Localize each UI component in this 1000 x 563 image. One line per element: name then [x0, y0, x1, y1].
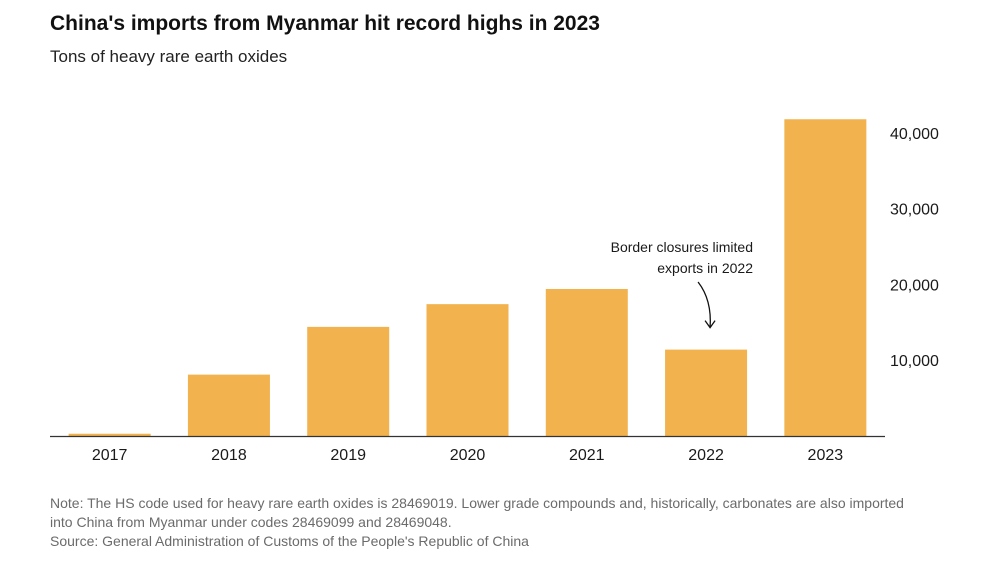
y-tick-label-20000: 20,000 — [890, 277, 939, 294]
x-tick-label-2017: 2017 — [92, 447, 128, 464]
annotation-arrow — [697, 281, 711, 328]
y-tick-label-40000: 40,000 — [890, 126, 939, 143]
chart-subtitle: Tons of heavy rare earth oxides — [50, 47, 288, 66]
bar-2020 — [426, 304, 509, 436]
y-tick-label-10000: 10,000 — [890, 353, 939, 370]
annotation-text-line-1: Border closures limited — [611, 239, 753, 255]
bar-2019 — [307, 326, 390, 436]
bar-2017 — [68, 433, 151, 436]
bar-2018 — [187, 374, 270, 436]
y-tick-label-30000: 30,000 — [890, 202, 939, 219]
chart-title: China's imports from Myanmar hit record … — [50, 12, 600, 35]
annotation-text-line-2: exports in 2022 — [657, 260, 753, 276]
bar-2023 — [784, 119, 867, 436]
bar-chart: 2017 2018 2019 2020 2021 2022 2023 10,000 20,000… — [50, 119, 939, 464]
chart-footnote: Note: The HS code used for heavy rare ea… — [50, 494, 960, 551]
note-line-1: Note: The HS code used for heavy rare ea… — [50, 495, 904, 511]
x-tick-label-2021: 2021 — [569, 447, 605, 464]
x-tick-label-2018: 2018 — [211, 447, 247, 464]
bar-2021 — [545, 288, 628, 436]
annotation-arrowhead — [704, 320, 716, 329]
x-tick-label-2019: 2019 — [330, 447, 366, 464]
bar-2022 — [665, 349, 748, 436]
source-line: Source: General Administration of Custom… — [50, 533, 529, 549]
x-tick-label-2023: 2023 — [808, 447, 844, 464]
x-tick-label-2020: 2020 — [450, 447, 486, 464]
x-tick-label-2022: 2022 — [688, 447, 724, 464]
note-line-2: into China from Myanmar under codes 2846… — [50, 514, 452, 530]
